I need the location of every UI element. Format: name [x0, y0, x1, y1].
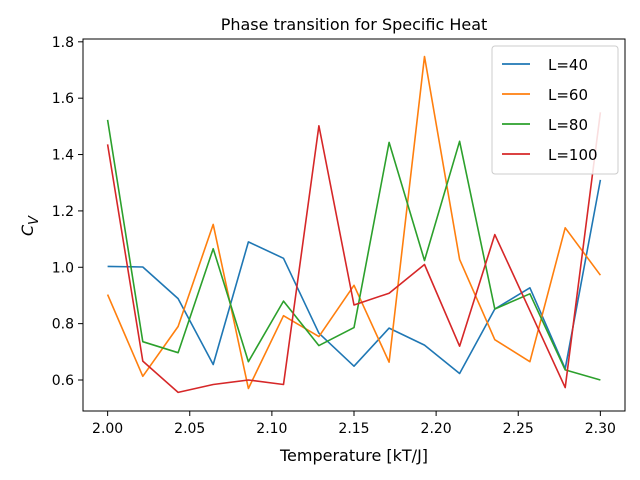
- series-line-l-80: [106, 119, 601, 381]
- legend-label-l-60: L=60: [548, 86, 588, 104]
- y-tick-label: 1.2: [52, 204, 74, 220]
- series-line-l-60: [106, 55, 602, 390]
- y-tick-label: 1.4: [52, 148, 74, 164]
- x-tick-label: 2.00: [92, 421, 123, 437]
- y-axis-label-main: C: [18, 224, 37, 236]
- series-line-l-40: [107, 179, 602, 375]
- y-tick-label: 1.6: [52, 91, 74, 107]
- legend-label-l-40: L=40: [548, 56, 588, 74]
- y-axis: 0.6 0.8 1.0 1.2 1.4 1.6 1.8: [52, 35, 83, 389]
- series-lines: [106, 55, 602, 394]
- x-axis: 2.00 2.05 2.10 2.15 2.20 2.25 2.30: [92, 411, 616, 437]
- x-tick-label: 2.15: [338, 421, 369, 437]
- x-tick-label: 2.30: [585, 421, 616, 437]
- x-tick-label: 2.20: [421, 421, 452, 437]
- legend: L=40 L=60 L=80 L=100: [491, 45, 619, 175]
- x-tick-label: 2.10: [256, 421, 287, 437]
- x-axis-label: Temperature [kT/J]: [279, 446, 428, 465]
- x-tick-label: 2.25: [503, 421, 534, 437]
- y-axis-label-sub: V: [27, 215, 42, 225]
- x-tick-label: 2.05: [174, 421, 205, 437]
- chart-title: Phase transition for Specific Heat: [221, 15, 488, 34]
- legend-box: [491, 45, 619, 175]
- y-tick-label: 1.0: [52, 260, 74, 276]
- y-tick-label: 1.8: [52, 35, 74, 51]
- series-line-l-100: [106, 112, 602, 394]
- y-axis-label: CV: [18, 215, 42, 236]
- y-tick-label: 0.8: [52, 317, 74, 333]
- legend-label-l-80: L=80: [548, 116, 588, 134]
- legend-label-l-100: L=100: [548, 146, 598, 164]
- y-tick-label: 0.6: [52, 373, 74, 389]
